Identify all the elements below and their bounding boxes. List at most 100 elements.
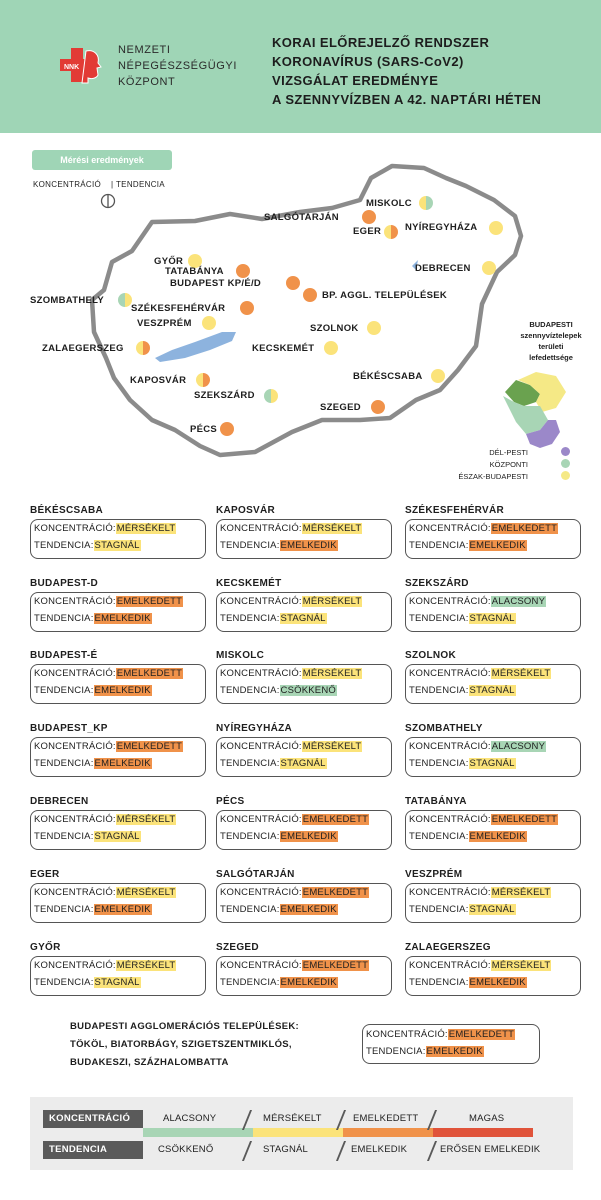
city-status-dot <box>188 254 202 268</box>
card-city-title: SZOLNOK <box>405 650 456 661</box>
city-label: GYŐR <box>154 256 184 267</box>
concentration-label: KONCENTRÁCIÓ: <box>34 596 116 607</box>
budapest-title-2: szennyvíztelepek <box>520 331 582 340</box>
city-result-card: KONCENTRÁCIÓ:EMELKEDETT TENDENCIA:EMELKED… <box>216 883 392 923</box>
tendency-value: STAGNÁL <box>279 613 327 624</box>
concentration-row: KONCENTRÁCIÓ:MÉRSÉKELT <box>409 668 552 679</box>
concentration-label: KONCENTRÁCIÓ: <box>220 523 302 534</box>
tendency-label: TENDENCIA: <box>34 831 94 842</box>
concentration-row: KONCENTRÁCIÓ:MÉRSÉKELT <box>220 596 363 607</box>
city-label: BÉKÉSCSABA <box>353 371 423 382</box>
tendency-row: TENDENCIA:STAGNÁL <box>220 613 327 624</box>
concentration-row: KONCENTRÁCIÓ:MÉRSÉKELT <box>220 741 363 752</box>
concentration-value: ALACSONY <box>490 596 547 607</box>
tendency-row: TENDENCIA:STAGNÁL <box>220 758 327 769</box>
city-label: KECSKEMÉT <box>252 343 315 354</box>
city-status-dot <box>431 369 445 383</box>
tendency-label: TENDENCIA: <box>220 758 280 769</box>
city-result-card: KONCENTRÁCIÓ:MÉRSÉKELT TENDENCIA:STAGNÁL <box>405 883 581 923</box>
concentration-value: MÉRSÉKELT <box>301 596 363 607</box>
tendency-row: TENDENCIA:EMELKEDIK <box>34 685 152 696</box>
card-city-title: SZEGED <box>216 942 259 953</box>
legend-dot-icon <box>100 193 116 209</box>
city-label: DEBRECEN <box>415 263 471 274</box>
tendency-row: TENDENCIA:STAGNÁL <box>409 685 516 696</box>
concentration-value: MÉRSÉKELT <box>301 741 363 752</box>
tendency-label: TENDENCIA: <box>34 613 94 624</box>
tendency-value: EMELKEDIK <box>468 977 527 988</box>
city-label: SZOMBATHELY <box>30 295 105 306</box>
concentration-label: KONCENTRÁCIÓ: <box>220 814 302 825</box>
org-line-2: NÉPEGÉSZSÉGÜGYI <box>118 60 238 72</box>
tendency-row: TENDENCIA:EMELKEDIK <box>34 758 152 769</box>
concentration-value: MÉRSÉKELT <box>115 523 177 534</box>
city-result-card: KONCENTRÁCIÓ:MÉRSÉKELT TENDENCIA:STAGNÁL <box>216 592 392 632</box>
city-label: SZÉKESFEHÉRVÁR <box>131 303 226 314</box>
concentration-row: KONCENTRÁCIÓ:ALACSONY <box>409 741 547 752</box>
scale-tend-2: STAGNÁL <box>263 1144 309 1155</box>
hungary-map <box>89 163 566 458</box>
concentration-label: KONCENTRÁCIÓ: <box>409 596 491 607</box>
city-result-card: KONCENTRÁCIÓ:ALACSONY TENDENCIA:STAGNÁL <box>405 737 581 777</box>
card-city-title: EGER <box>30 869 60 880</box>
city-label: VESZPRÉM <box>137 318 192 329</box>
concentration-label: KONCENTRÁCIÓ: <box>34 668 116 679</box>
concentration-row: KONCENTRÁCIÓ:MÉRSÉKELT <box>34 814 177 825</box>
tendency-value: STAGNÁL <box>93 977 141 988</box>
concentration-label: KONCENTRÁCIÓ: <box>34 523 116 534</box>
concentration-row: KONCENTRÁCIÓ:EMELKEDETT <box>220 960 370 971</box>
del-pesti-dot <box>561 447 570 456</box>
agglomeration-title: BUDAPESTI AGGLOMERÁCIÓS TELEPÜLÉSEK: <box>70 1021 299 1032</box>
concentration-row: KONCENTRÁCIÓ:MÉRSÉKELT <box>409 960 552 971</box>
legend-kozponti: KÖZPONTI <box>489 460 528 469</box>
tendency-value: STAGNÁL <box>93 831 141 842</box>
scale-konc-4: MAGAS <box>469 1113 505 1124</box>
scale-konc-title: KONCENTRÁCIÓ <box>43 1110 143 1128</box>
tendency-value: STAGNÁL <box>468 613 516 624</box>
city-label: ZALAEGERSZEG <box>42 343 124 354</box>
tendency-label: TENDENCIA: <box>409 831 469 842</box>
tendency-row: TENDENCIA:STAGNÁL <box>409 904 516 915</box>
city-result-card: KONCENTRÁCIÓ:MÉRSÉKELT TENDENCIA:EMELKEDI… <box>216 519 392 559</box>
tendency-row: TENDENCIA:EMELKEDIK <box>34 613 152 624</box>
concentration-label: KONCENTRÁCIÓ: <box>34 741 116 752</box>
concentration-label: KONCENTRÁCIÓ: <box>220 960 302 971</box>
title-line-4: A SZENNYVÍZBEN A 42. NAPTÁRI HÉTEN <box>272 92 542 107</box>
scale-tend-3: EMELKEDIK <box>351 1144 408 1155</box>
concentration-value: EMELKEDETT <box>490 523 559 534</box>
city-result-card: KONCENTRÁCIÓ:MÉRSÉKELT TENDENCIA:STAGNÁL <box>30 519 206 559</box>
scale-konc-3: EMELKEDETT <box>353 1113 419 1124</box>
city-status-dot <box>384 225 398 239</box>
tendency-label: TENDENCIA: <box>220 977 280 988</box>
tendency-value: EMELKEDIK <box>93 904 152 915</box>
tend-label: TENDENCIA: <box>366 1046 426 1057</box>
legend-tendency: TENDENCIA <box>116 180 165 189</box>
nnk-logo: NNK <box>60 48 102 84</box>
city-result-card: KONCENTRÁCIÓ:EMELKEDETT TENDENCIA:EMELKED… <box>30 664 206 704</box>
tendency-label: TENDENCIA: <box>409 613 469 624</box>
scale-tend-4: ERŐSEN EMELKEDIK <box>440 1144 541 1155</box>
budapest-dark-green <box>505 380 540 406</box>
tendency-row: TENDENCIA:EMELKEDIK <box>220 831 338 842</box>
city-label: NYÍREGYHÁZA <box>405 222 478 233</box>
city-result-card: KONCENTRÁCIÓ:EMELKEDETT TENDENCIA:EMELKED… <box>216 956 392 996</box>
tendency-row: TENDENCIA:EMELKEDIK <box>409 831 527 842</box>
budapest-title-4: lefedettsége <box>529 353 573 362</box>
tendency-label: TENDENCIA: <box>34 904 94 915</box>
concentration-value: EMELKEDETT <box>115 596 184 607</box>
city-label: SZEGED <box>320 402 361 413</box>
tendency-row: TENDENCIA:EMELKEDIK <box>34 904 152 915</box>
tendency-row: TENDENCIA:EMELKEDIK <box>220 540 338 551</box>
tendency-row: TENDENCIA:STAGNÁL <box>409 758 516 769</box>
city-status-dot <box>371 400 385 414</box>
city-status-dot <box>286 276 300 290</box>
card-city-title: ZALAEGERSZEG <box>405 942 491 953</box>
concentration-value: MÉRSÉKELT <box>115 887 177 898</box>
card-city-title: PÉCS <box>216 796 245 807</box>
card-city-title: MISKOLC <box>216 650 265 661</box>
tendency-label: TENDENCIA: <box>409 758 469 769</box>
card-city-title: BÉKÉSCSABA <box>30 505 104 516</box>
city-label: TATABÁNYA <box>165 266 224 277</box>
card-city-title: KECSKEMÉT <box>216 578 282 589</box>
concentration-row: KONCENTRÁCIÓ:MÉRSÉKELT <box>220 668 363 679</box>
